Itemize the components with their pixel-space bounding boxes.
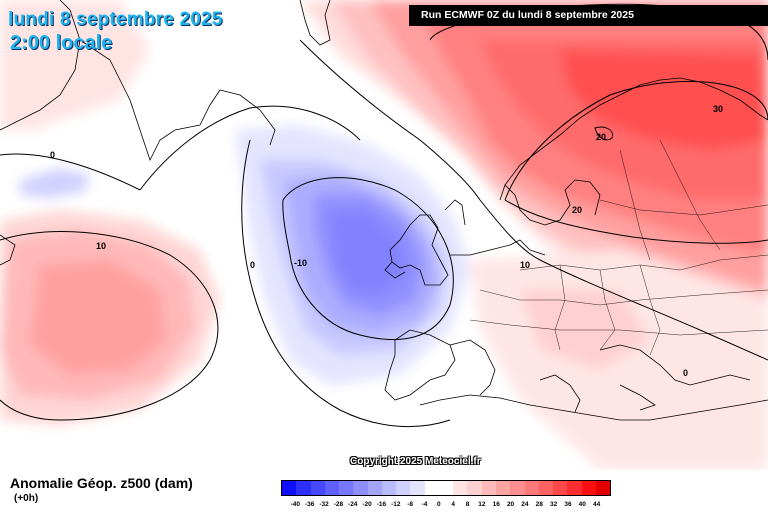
contour-label: 30 (713, 104, 723, 114)
legend-swatch (353, 481, 368, 495)
contour-label: 0 (250, 260, 255, 270)
legend-label: -20 (362, 501, 372, 508)
legend-swatch (381, 481, 397, 495)
legend-label: -28 (333, 501, 344, 508)
borders (469, 139, 768, 356)
legend-label: 32 (549, 501, 558, 508)
run-banner: Run ECMWF 0Z du lundi 8 septembre 2025 (409, 5, 768, 26)
contour-label: 20 (596, 132, 606, 142)
contour-lines (0, 3, 768, 427)
legend-label: -36 (304, 501, 315, 508)
forecast-date: lundi 8 septembre 2025 (8, 9, 223, 30)
legend-label: 0 (437, 501, 441, 508)
legend-label: -32 (319, 501, 329, 508)
legend-swatch (438, 481, 454, 495)
map-canvas: 30 20 20 10 10 0 -10 0 0 (0, 0, 768, 470)
legend-label: 12 (478, 501, 486, 508)
anomaly-map: 30 20 20 10 10 0 -10 0 0 lundi 8 septemb… (0, 0, 768, 470)
contour-label: 10 (96, 241, 106, 251)
legend-label: 40 (578, 501, 586, 508)
legend-swatch (324, 481, 340, 495)
legend-label: 24 (521, 501, 529, 508)
legend-swatch (467, 481, 482, 495)
legend-swatch (453, 481, 468, 495)
legend-swatch (339, 481, 354, 495)
map-variable-title: Anomalie Géop. z500 (dam) (10, 475, 193, 491)
legend-swatch (567, 481, 582, 495)
legend-swatch (524, 481, 539, 495)
legend-swatch (367, 481, 382, 495)
color-scale-legend (281, 480, 611, 496)
legend-label: -40 (290, 501, 301, 508)
forecast-step: (+0h) (14, 493, 39, 504)
contour-label: -10 (294, 258, 307, 268)
legend-label: 4 (451, 501, 455, 508)
contour-label: 10 (520, 260, 530, 270)
legend-swatch (595, 481, 611, 495)
legend-label: 8 (465, 501, 470, 508)
legend-label: 28 (535, 501, 543, 508)
legend-label: 20 (506, 501, 515, 508)
legend-label: 44 (593, 501, 601, 508)
copyright: Copyright 2025 Meteociel.fr (350, 456, 481, 467)
legend-swatch (296, 481, 311, 495)
legend-label: -8 (407, 501, 414, 508)
legend-swatch (481, 481, 496, 495)
forecast-time: 2:00 locale (10, 32, 113, 54)
legend-swatch (310, 481, 325, 495)
legend-label: -4 (421, 501, 428, 508)
legend-label: 36 (564, 501, 572, 508)
legend-swatch (581, 481, 596, 495)
legend-label: 16 (492, 501, 500, 508)
legend-swatch (410, 481, 425, 495)
legend-swatch (282, 481, 297, 495)
legend-swatch (396, 481, 411, 495)
legend-swatch (538, 481, 554, 495)
contour-label: 0 (50, 150, 55, 160)
contour-label: 20 (572, 205, 582, 215)
anomaly-shading (0, 0, 768, 470)
legend-swatch (495, 481, 511, 495)
legend-swatch (424, 481, 439, 495)
legend-label: -24 (348, 501, 358, 508)
legend-swatch (510, 481, 525, 495)
contour-labels: 30 20 20 10 10 0 -10 0 0 (50, 104, 723, 378)
coastlines (0, 0, 768, 421)
legend-swatch (553, 481, 568, 495)
legend-label: -12 (391, 501, 401, 508)
color-scale-labels: -40 -36 -32 -28 -24 -20 -16 -12 -8 -4 0 4 8 12 16 20 24 2… (281, 501, 611, 511)
contour-label: 0 (683, 368, 688, 378)
legend-label: -16 (376, 501, 387, 508)
